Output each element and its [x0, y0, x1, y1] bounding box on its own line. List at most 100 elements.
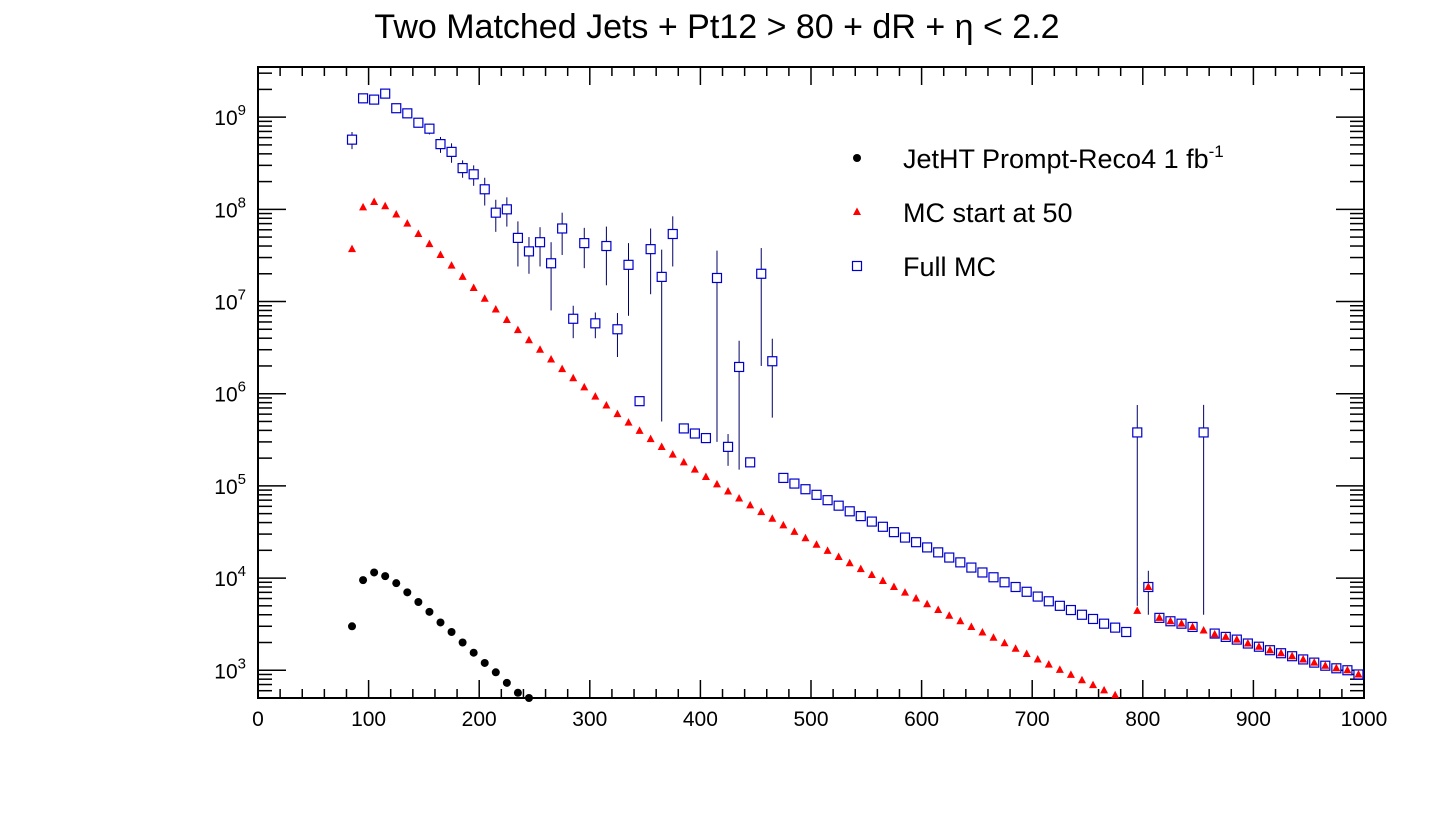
- data-point: [447, 627, 456, 636]
- data-point: [512, 232, 524, 243]
- data-point: [1044, 660, 1053, 668]
- data-point: [768, 514, 777, 522]
- data-point: [1077, 675, 1086, 684]
- y-tick-label: 107: [214, 287, 246, 315]
- data-point: [381, 572, 390, 581]
- data-point: [1021, 586, 1032, 597]
- data-point: [735, 493, 744, 502]
- data-point: [1144, 582, 1153, 591]
- data-point: [790, 527, 799, 535]
- data-point: [912, 594, 921, 602]
- data-point: [722, 441, 734, 452]
- data-point: [678, 423, 689, 434]
- data-point: [479, 184, 490, 195]
- data-point: [844, 506, 855, 517]
- data-point: [491, 668, 500, 677]
- data-point: [346, 134, 358, 145]
- data-point: [1121, 626, 1132, 638]
- data-point: [1111, 690, 1120, 699]
- data-point: [601, 240, 612, 252]
- data-point: [1299, 654, 1308, 663]
- data-point: [988, 572, 999, 583]
- data-point: [357, 93, 369, 104]
- data-point: [1243, 639, 1252, 647]
- data-point: [955, 557, 966, 568]
- data-point: [800, 484, 811, 495]
- data-point: [889, 582, 898, 591]
- data-point: [501, 204, 512, 215]
- data-point: [853, 154, 861, 162]
- data-point: [468, 169, 479, 180]
- data-point: [568, 313, 579, 324]
- y-tick-label: 108: [214, 194, 246, 222]
- data-point: [833, 500, 844, 511]
- data-point: [856, 564, 865, 573]
- data-point: [756, 268, 767, 279]
- data-point: [1254, 642, 1263, 650]
- data-point: [1321, 661, 1330, 669]
- data-point: [945, 611, 954, 619]
- data-point: [700, 432, 712, 444]
- data-point: [446, 146, 457, 157]
- data-point: [910, 537, 922, 548]
- data-point: [667, 228, 678, 240]
- data-point: [436, 250, 445, 258]
- data-point: [348, 244, 357, 253]
- data-point: [867, 570, 876, 578]
- data-point: [923, 599, 932, 608]
- data-point: [812, 540, 821, 548]
- legend-label: MC start at 50: [903, 198, 1073, 228]
- x-tick-label: 900: [1236, 708, 1271, 731]
- data-point: [359, 202, 368, 211]
- data-point: [523, 246, 535, 257]
- data-point: [392, 579, 401, 588]
- y-tick-label: 109: [214, 102, 246, 130]
- data-point: [701, 472, 710, 480]
- data-point: [851, 260, 863, 272]
- y-tick-label: 105: [214, 471, 246, 499]
- data-point: [845, 558, 854, 567]
- data-points: [346, 88, 1364, 702]
- data-point: [1100, 685, 1109, 694]
- data-point: [502, 315, 511, 324]
- data-point: [956, 616, 965, 625]
- data-point: [558, 364, 567, 373]
- data-point: [746, 500, 755, 509]
- data-point: [734, 361, 745, 373]
- data-point: [1310, 658, 1319, 666]
- data-point: [634, 396, 645, 407]
- data-point: [878, 576, 887, 584]
- series-circle: [348, 568, 533, 702]
- data-point: [1000, 638, 1009, 647]
- data-point: [757, 507, 766, 516]
- series-triangle: [348, 197, 1363, 699]
- data-point: [580, 382, 589, 391]
- data-point: [1043, 596, 1054, 607]
- x-axis: 0 100 200 300 400 500 600 700 800 900 1000: [252, 67, 1387, 731]
- x-tick-label: 200: [462, 708, 497, 731]
- x-tick-label: 600: [904, 708, 939, 731]
- x-tick-label: 300: [572, 708, 607, 731]
- data-point: [1065, 604, 1077, 616]
- data-point: [1132, 427, 1143, 438]
- data-point: [853, 207, 861, 215]
- data-point: [469, 283, 478, 292]
- data-point: [967, 622, 976, 630]
- data-point: [370, 197, 379, 206]
- data-point: [513, 688, 522, 697]
- data-point: [801, 533, 810, 542]
- data-point: [547, 354, 556, 363]
- series-open-square: [346, 88, 1364, 680]
- data-point: [612, 324, 623, 335]
- data-point: [646, 434, 655, 443]
- data-point: [425, 607, 434, 616]
- data-point: [999, 577, 1010, 588]
- data-point: [403, 219, 412, 227]
- legend-label: JetHT Prompt-Reco4 1 fb-1: [903, 142, 1224, 174]
- data-point: [933, 547, 944, 558]
- data-point: [1210, 629, 1219, 638]
- data-point: [491, 304, 500, 313]
- data-point: [690, 465, 699, 473]
- data-point: [524, 694, 533, 702]
